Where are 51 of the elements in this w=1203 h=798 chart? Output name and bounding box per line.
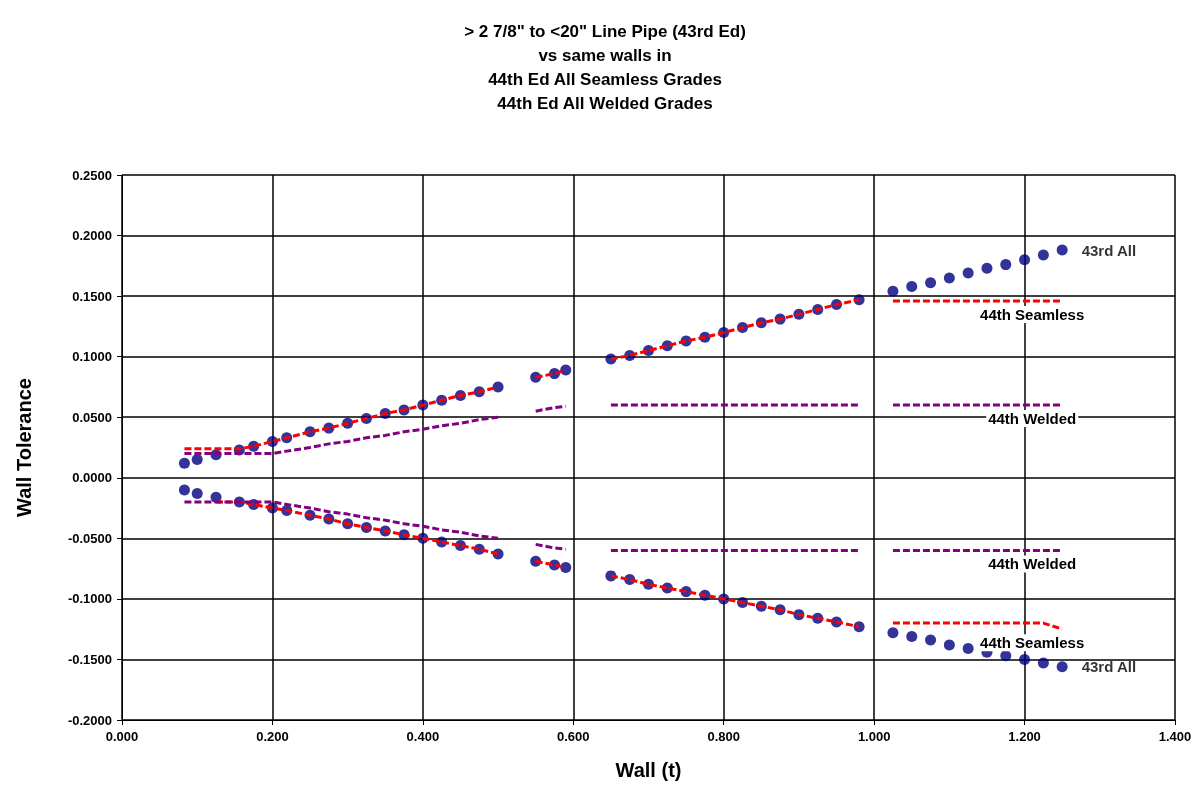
- x-tick-label: 0.400: [406, 729, 440, 744]
- x-axis-title: Wall (t): [615, 759, 682, 781]
- y-tick-label: 0.1000: [72, 349, 112, 365]
- point: [178, 484, 190, 496]
- x-tick-label: 0.200: [256, 729, 289, 744]
- point: [962, 267, 974, 279]
- point: [887, 285, 899, 297]
- point: [178, 457, 190, 469]
- point: [1000, 259, 1012, 271]
- series-label: 44th Welded: [988, 410, 1077, 428]
- point: [1037, 249, 1049, 261]
- point: [925, 634, 937, 646]
- point: [887, 627, 899, 639]
- y-tick-label: -0.2000: [67, 712, 112, 728]
- series-label: 43rd All: [1081, 241, 1137, 259]
- point: [191, 488, 203, 500]
- point: [981, 262, 993, 274]
- point: [1019, 254, 1031, 266]
- y-tick-label: 0.1500: [72, 288, 112, 304]
- point: [1000, 650, 1012, 662]
- point: [1037, 657, 1049, 669]
- x-tick-label: 1.000: [857, 729, 891, 744]
- point: [560, 561, 572, 573]
- y-tick-label: 0.0000: [72, 470, 112, 486]
- x-tick-label: 1.400: [1158, 729, 1192, 744]
- y-tick-label: 0.2000: [72, 228, 112, 244]
- series-label: 43rd All: [1081, 658, 1137, 676]
- x-tick-label: 0.800: [707, 729, 740, 744]
- y-axis-title: Wall Tolerance: [13, 378, 35, 517]
- point: [962, 643, 974, 655]
- chart-title: > 2 7/8" to <20" Line Pipe (43rd Ed) vs same walls in 44th Ed All Seamless Grades 44th Ed All Welded Grades: [464, 21, 746, 113]
- point: [906, 630, 918, 642]
- point: [191, 454, 203, 466]
- x-tick-label: 0.000: [105, 729, 139, 744]
- x-tick-label: 1.200: [1008, 729, 1041, 744]
- y-tick-label: -0.0500: [67, 530, 112, 546]
- y-tick-label: -0.1500: [67, 651, 112, 667]
- point: [1019, 653, 1031, 665]
- series-label: 44th Welded: [988, 555, 1077, 573]
- series-label: 44th Seamless: [980, 634, 1085, 652]
- point: [925, 277, 937, 289]
- point: [906, 280, 918, 292]
- y-tick-label: 0.2500: [72, 167, 112, 183]
- series-label: 44th Seamless: [980, 305, 1085, 323]
- x-tick-label: 0.600: [557, 729, 590, 744]
- point: [943, 272, 955, 284]
- y-tick-label: -0.1000: [67, 591, 112, 607]
- point: [1056, 661, 1068, 673]
- point: [1056, 244, 1068, 256]
- y-tick-label: 0.0500: [72, 409, 112, 425]
- point: [943, 639, 955, 651]
